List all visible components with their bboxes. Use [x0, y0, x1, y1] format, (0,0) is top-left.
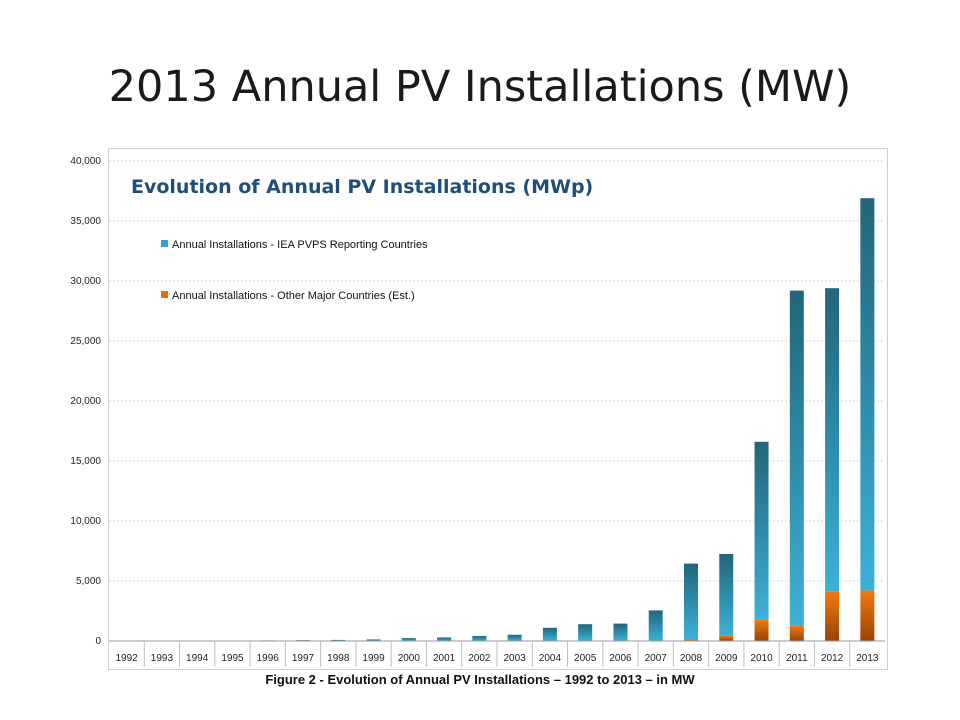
x-tick-label: 1995	[221, 653, 244, 664]
bar-iea-pvps	[331, 639, 346, 641]
bar-other-countries	[719, 635, 734, 641]
y-tick-label: 0	[95, 636, 101, 647]
x-tick-label: 2005	[574, 653, 597, 664]
x-tick-label: 2003	[504, 653, 527, 664]
x-tick-label: 2006	[609, 653, 632, 664]
bar-other-countries	[860, 590, 875, 641]
chart-svg: 1992 1993 1994 1995 1996 1997 1998 1999 2000 2001…	[109, 160, 885, 667]
x-tick-label: 2012	[821, 653, 844, 664]
y-tick-label: 10,000	[70, 516, 101, 527]
bar-other-countries	[789, 625, 804, 641]
y-tick-label: 20,000	[70, 396, 101, 407]
x-tick-label: 2007	[645, 653, 668, 664]
bar-iea-pvps	[754, 441, 769, 620]
x-tick-label: 1999	[362, 653, 385, 664]
bar-iea-pvps	[437, 637, 452, 641]
x-tick-label: 1992	[116, 653, 139, 664]
legend-label: Annual Installations - IEA PVPS Reportin…	[172, 239, 428, 251]
x-tick-label: 2001	[433, 653, 456, 664]
y-tick-label: 25,000	[70, 336, 101, 347]
y-axis: 0 5,000 10,000 15,000 20,000 25,000 30,000 35,0…	[70, 156, 101, 647]
legend-swatch	[161, 240, 168, 247]
bar-iea-pvps	[860, 198, 875, 591]
y-tick-label: 5,000	[76, 576, 101, 587]
bar-other-countries	[754, 619, 769, 641]
bar-iea-pvps	[648, 610, 663, 641]
bar-layer	[119, 198, 875, 642]
bar-iea-pvps	[401, 638, 416, 641]
bar-iea-pvps	[719, 554, 734, 636]
x-tick-label: 2004	[539, 653, 562, 664]
figure-caption: Figure 2 - Evolution of Annual PV Instal…	[265, 672, 695, 687]
x-tick-label: 2000	[398, 653, 421, 664]
x-tick-label: 2008	[680, 653, 703, 664]
x-tick-label: 1993	[151, 653, 174, 664]
bar-iea-pvps	[507, 634, 522, 641]
y-tick-label: 30,000	[70, 276, 101, 287]
x-tick-label: 2002	[468, 653, 491, 664]
legend: Annual Installations - IEA PVPS Reportin…	[161, 239, 428, 302]
bar-iea-pvps	[825, 288, 840, 592]
x-tick-label: 2011	[786, 653, 808, 664]
x-tick-label: 1997	[292, 653, 315, 664]
chart-frame: 1992 1993 1994 1995 1996 1997 1998 1999 2000 2001…	[108, 148, 888, 670]
y-tick-label: 35,000	[70, 216, 101, 227]
bar-iea-pvps	[366, 639, 381, 641]
x-tick-label: 2009	[715, 653, 738, 664]
grid-layer	[109, 160, 885, 582]
y-tick-label: 15,000	[70, 456, 101, 467]
bar-iea-pvps	[789, 290, 804, 626]
legend-label: Annual Installations - Other Major Count…	[172, 290, 415, 302]
bar-iea-pvps	[613, 623, 628, 641]
x-tick-label: 1996	[257, 653, 280, 664]
axis-layer: 1992 1993 1994 1995 1996 1997 1998 1999 2000 2001…	[109, 640, 885, 667]
y-tick-label: 40,000	[70, 156, 101, 167]
x-tick-label: 2013	[856, 653, 879, 664]
bar-other-countries	[825, 591, 840, 641]
bar-iea-pvps	[684, 563, 698, 641]
legend-swatch	[161, 291, 168, 298]
bar-iea-pvps	[542, 627, 557, 641]
x-tick-label: 2010	[750, 653, 773, 664]
chart-title: Evolution of Annual PV Installations (MW…	[131, 176, 593, 198]
bar-iea-pvps	[578, 624, 593, 641]
bar-iea-pvps	[472, 635, 487, 641]
x-tick-label: 1994	[186, 653, 209, 664]
slide-title: 2013 Annual PV Installations (MW)	[108, 62, 852, 112]
x-tick-label: 1998	[327, 653, 350, 664]
